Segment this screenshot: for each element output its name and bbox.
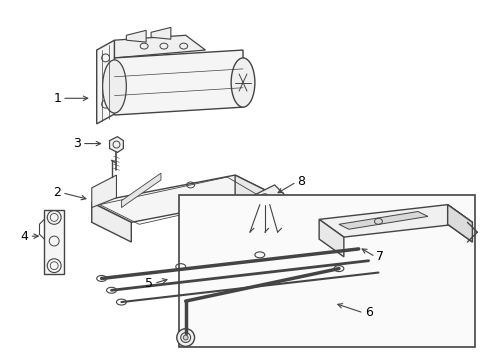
Polygon shape bbox=[109, 137, 123, 152]
Ellipse shape bbox=[231, 58, 254, 107]
Polygon shape bbox=[44, 210, 64, 274]
Polygon shape bbox=[121, 173, 161, 208]
Polygon shape bbox=[254, 185, 284, 204]
Text: 7: 7 bbox=[376, 250, 384, 263]
Text: 8: 8 bbox=[297, 175, 305, 189]
Polygon shape bbox=[97, 40, 114, 124]
Text: 5: 5 bbox=[145, 277, 153, 290]
Text: 3: 3 bbox=[73, 137, 81, 150]
Ellipse shape bbox=[183, 335, 188, 340]
Polygon shape bbox=[447, 204, 471, 242]
Text: 4: 4 bbox=[20, 230, 28, 243]
Polygon shape bbox=[447, 204, 471, 242]
Text: 6: 6 bbox=[364, 306, 372, 319]
Polygon shape bbox=[92, 175, 274, 222]
Polygon shape bbox=[338, 212, 427, 229]
Bar bbox=[179, 195, 474, 347]
Ellipse shape bbox=[177, 329, 194, 346]
Text: 2: 2 bbox=[53, 186, 61, 199]
Polygon shape bbox=[235, 175, 274, 234]
Ellipse shape bbox=[102, 60, 126, 113]
Polygon shape bbox=[114, 35, 205, 58]
Polygon shape bbox=[319, 219, 343, 257]
Polygon shape bbox=[92, 175, 116, 208]
Polygon shape bbox=[92, 203, 131, 242]
Polygon shape bbox=[151, 27, 170, 39]
Polygon shape bbox=[126, 30, 146, 42]
Polygon shape bbox=[319, 204, 471, 237]
Text: 1: 1 bbox=[53, 92, 61, 105]
Polygon shape bbox=[114, 50, 243, 115]
